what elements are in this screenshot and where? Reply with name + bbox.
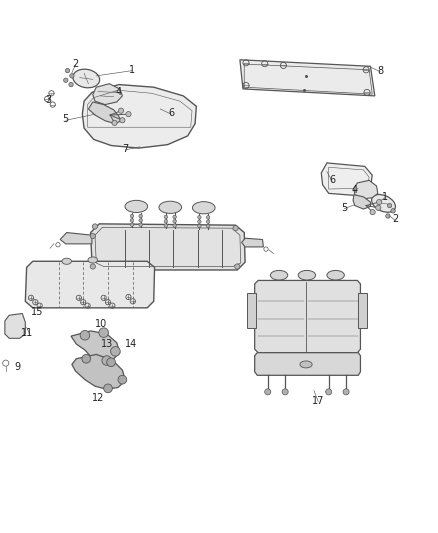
Ellipse shape: [327, 270, 344, 280]
Text: 3: 3: [45, 95, 51, 105]
Ellipse shape: [371, 195, 396, 212]
Circle shape: [120, 118, 125, 123]
Circle shape: [377, 199, 382, 205]
Circle shape: [107, 358, 116, 367]
Circle shape: [65, 68, 70, 73]
Text: 2: 2: [72, 59, 78, 69]
Ellipse shape: [300, 361, 312, 368]
Circle shape: [235, 264, 240, 269]
Text: 9: 9: [15, 362, 21, 373]
Circle shape: [198, 220, 201, 223]
Polygon shape: [354, 180, 378, 199]
Circle shape: [139, 214, 142, 218]
Polygon shape: [82, 85, 196, 148]
Circle shape: [126, 111, 131, 117]
Ellipse shape: [62, 258, 71, 264]
Circle shape: [118, 108, 124, 114]
Text: 4: 4: [116, 87, 122, 98]
Circle shape: [99, 328, 109, 337]
Circle shape: [80, 330, 90, 340]
Text: 17: 17: [312, 395, 325, 406]
Polygon shape: [91, 224, 245, 270]
Text: 12: 12: [92, 393, 104, 403]
Circle shape: [198, 215, 201, 219]
Circle shape: [82, 354, 91, 363]
Circle shape: [69, 83, 73, 87]
Circle shape: [139, 219, 142, 222]
Polygon shape: [93, 84, 122, 104]
Circle shape: [198, 224, 201, 228]
Polygon shape: [71, 331, 120, 361]
Polygon shape: [358, 293, 367, 328]
Text: 14: 14: [125, 339, 137, 349]
Circle shape: [118, 375, 127, 384]
Text: 5: 5: [341, 203, 347, 213]
Circle shape: [265, 389, 271, 395]
Circle shape: [173, 224, 177, 228]
Circle shape: [325, 389, 332, 395]
Circle shape: [90, 264, 95, 269]
Circle shape: [206, 215, 210, 219]
Circle shape: [173, 215, 177, 219]
Circle shape: [388, 204, 392, 208]
Text: 11: 11: [21, 328, 33, 337]
Polygon shape: [25, 261, 155, 308]
Polygon shape: [60, 232, 92, 244]
Circle shape: [111, 346, 120, 356]
Text: 1: 1: [129, 65, 135, 75]
Ellipse shape: [298, 270, 316, 280]
Text: 1: 1: [382, 192, 389, 202]
Polygon shape: [72, 354, 125, 389]
Text: 6: 6: [329, 175, 335, 185]
Text: 4: 4: [352, 185, 358, 195]
Polygon shape: [247, 293, 256, 328]
Circle shape: [370, 209, 375, 215]
Text: 2: 2: [392, 214, 399, 224]
Circle shape: [64, 78, 68, 83]
Circle shape: [130, 223, 134, 227]
Circle shape: [130, 214, 134, 218]
Circle shape: [92, 224, 98, 229]
Text: 15: 15: [31, 307, 43, 317]
Ellipse shape: [73, 69, 99, 88]
Circle shape: [112, 120, 117, 125]
Polygon shape: [88, 102, 121, 124]
Text: 13: 13: [101, 339, 113, 349]
Ellipse shape: [192, 201, 215, 214]
Circle shape: [90, 233, 95, 239]
Circle shape: [104, 384, 113, 393]
Circle shape: [376, 205, 381, 211]
Circle shape: [206, 224, 210, 228]
Circle shape: [130, 219, 134, 222]
Text: 5: 5: [63, 115, 69, 124]
Polygon shape: [254, 280, 360, 353]
Ellipse shape: [88, 257, 98, 263]
Ellipse shape: [159, 201, 182, 213]
Text: 7: 7: [122, 144, 128, 154]
Ellipse shape: [270, 270, 288, 280]
Text: 6: 6: [168, 108, 174, 118]
Circle shape: [206, 220, 210, 223]
Polygon shape: [254, 353, 360, 375]
Circle shape: [391, 208, 395, 213]
Circle shape: [70, 74, 74, 78]
Text: 8: 8: [377, 66, 383, 76]
Text: 10: 10: [95, 319, 107, 329]
Circle shape: [386, 214, 390, 218]
Polygon shape: [240, 60, 375, 96]
Circle shape: [164, 215, 168, 219]
Polygon shape: [353, 195, 371, 209]
Ellipse shape: [125, 200, 148, 213]
Circle shape: [102, 356, 112, 365]
Polygon shape: [5, 313, 25, 338]
Circle shape: [343, 389, 349, 395]
Circle shape: [173, 220, 177, 223]
Polygon shape: [321, 163, 372, 196]
Circle shape: [139, 223, 142, 227]
Circle shape: [282, 389, 288, 395]
Circle shape: [233, 225, 238, 231]
Circle shape: [164, 220, 168, 223]
Circle shape: [164, 224, 168, 228]
Polygon shape: [242, 238, 263, 247]
